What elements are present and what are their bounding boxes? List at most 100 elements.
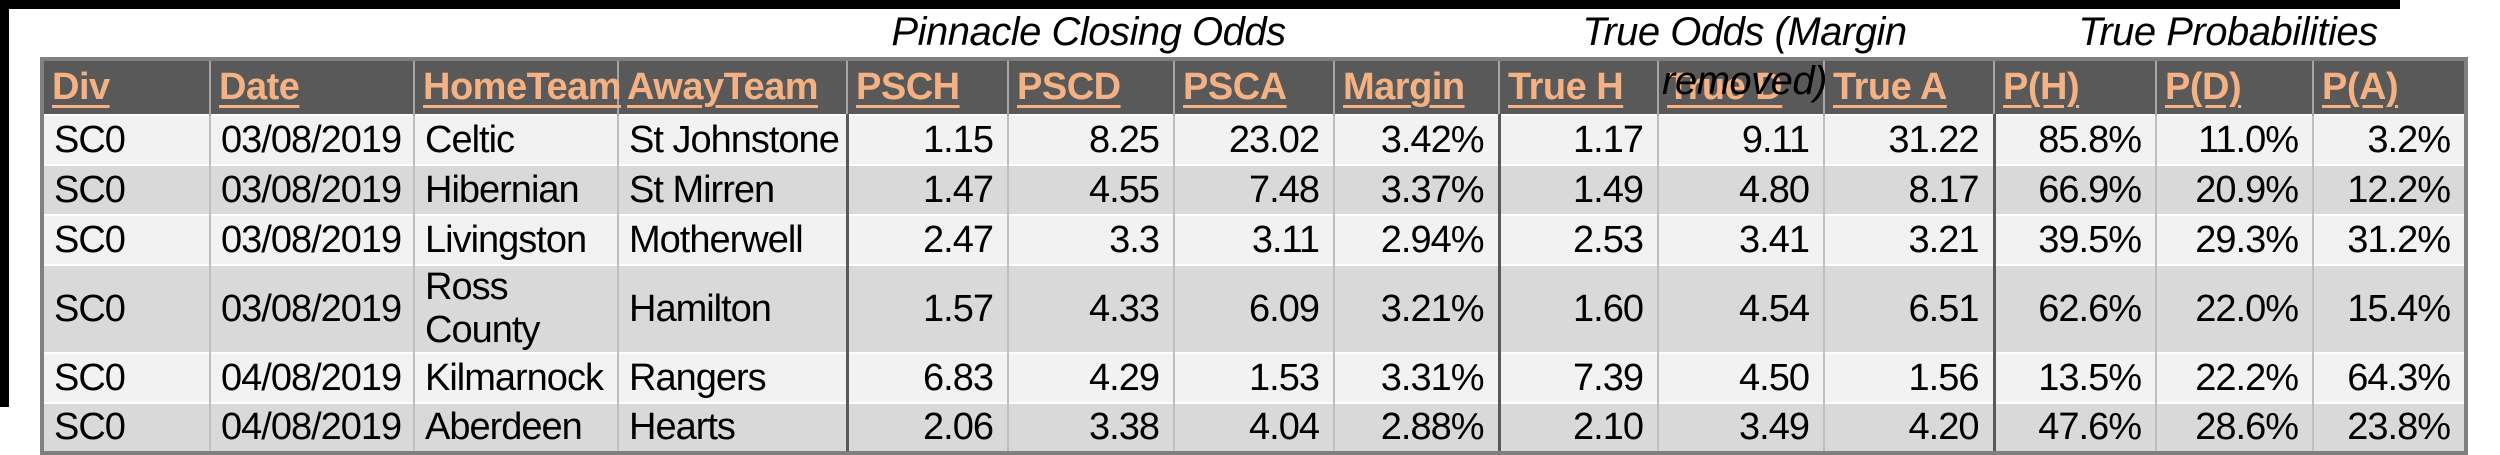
table-cell: 1.49 — [1497, 164, 1658, 215]
frame-top-border — [0, 0, 2400, 9]
table-cell: 13.5% — [1992, 352, 2156, 403]
table-cell: 04/08/2019 — [209, 352, 414, 403]
table-cell: 62.6% — [1992, 264, 2156, 353]
table-cell: 3.37% — [1333, 164, 1499, 215]
table-cell: 1.60 — [1497, 264, 1658, 353]
table-cell: 6.51 — [1823, 264, 1994, 353]
table-cell: 3.38 — [1007, 402, 1174, 453]
table-cell: 6.09 — [1173, 264, 1334, 353]
group-title-true-probabilities: True Probabilities — [2078, 10, 2378, 54]
table-cell: 3.42% — [1333, 114, 1499, 165]
table-row: SC0 03/08/2019 Celtic St Johnstone 1.15 8.25 2… — [42, 114, 2466, 165]
table-cell: 2.06 — [845, 402, 1008, 453]
frame-left-border — [0, 0, 9, 407]
table-cell: 22.0% — [2155, 264, 2313, 353]
table-cell: 1.56 — [1823, 352, 1994, 403]
table-cell: 31.22 — [1823, 114, 1994, 165]
column-header-pscd: PSCD — [1007, 59, 1174, 115]
group-title-true-odds: True Odds (Margin removed) — [1582, 10, 1907, 103]
table-cell: 23.02 — [1173, 114, 1334, 165]
table-row: SC0 03/08/2019 Hibernian St Mirren 1.47 4.55 7… — [42, 164, 2466, 215]
table-cell: 8.25 — [1007, 114, 1174, 165]
table-cell: 03/08/2019 — [209, 264, 414, 353]
table-cell: 85.8% — [1992, 114, 2156, 165]
table-cell: SC0 — [42, 264, 210, 353]
column-header-p-h: P(H) — [1993, 59, 2156, 115]
table-cell: Celtic — [413, 114, 618, 165]
table-cell: 4.55 — [1007, 164, 1174, 215]
table-cell: 2.53 — [1497, 214, 1658, 265]
table-cell: SC0 — [42, 402, 210, 453]
column-header-true-d: True D — [1657, 59, 1824, 115]
table-cell: 1.47 — [845, 164, 1008, 215]
column-header-margin: Margin — [1333, 59, 1499, 115]
table-cell: 7.48 — [1173, 164, 1334, 215]
table-cell: St Mirren — [617, 164, 847, 215]
table-cell: 1.53 — [1173, 352, 1334, 403]
table-cell: 29.3% — [2155, 214, 2313, 265]
table-cell: Hamilton — [617, 264, 847, 353]
table-row: SC0 03/08/2019 Livingston Motherwell 2.47 3.3… — [42, 214, 2466, 265]
table-cell: 23.8% — [2312, 402, 2466, 453]
table-cell: 31.2% — [2312, 214, 2466, 265]
table-cell: 47.6% — [1992, 402, 2156, 453]
table-cell: SC0 — [42, 114, 210, 165]
table-cell: 3.3 — [1007, 214, 1174, 265]
table-cell: 2.47 — [845, 214, 1008, 265]
table-cell: 22.2% — [2155, 352, 2313, 403]
table-cell: Hibernian — [413, 164, 618, 215]
group-title-pinnacle-closing-odds: Pinnacle Closing Odds — [891, 10, 1286, 54]
table-cell: 03/08/2019 — [209, 214, 414, 265]
header-row: Div Date HomeTeam AwayTeam PSCH PSCD PSC… — [42, 59, 2466, 115]
column-header-psch: PSCH — [846, 59, 1008, 115]
table-cell: 1.17 — [1497, 114, 1658, 165]
column-header-true-h: True H — [1498, 59, 1658, 115]
column-header-div: Div — [42, 59, 210, 115]
table-cell: Livingston — [413, 214, 618, 265]
table-cell: 3.2% — [2312, 114, 2466, 165]
column-header-awayteam: AwayTeam — [617, 59, 847, 115]
column-header-psca: PSCA — [1173, 59, 1334, 115]
table-cell: 03/08/2019 — [209, 164, 414, 215]
table-row: SC0 03/08/2019 Ross County Hamilton 1.57 4.33… — [42, 264, 2466, 353]
table-cell: 9.11 — [1657, 114, 1824, 165]
odds-sheet: Pinnacle Closing Odds True Odds (Margin … — [40, 8, 2468, 455]
table-cell: 20.9% — [2155, 164, 2313, 215]
table-cell: 2.88% — [1333, 402, 1499, 453]
table-cell: 2.94% — [1333, 214, 1499, 265]
odds-table: Div Date HomeTeam AwayTeam PSCH PSCD PSC… — [40, 57, 2468, 455]
table-cell: Motherwell — [617, 214, 847, 265]
table-cell: Rangers — [617, 352, 847, 403]
table-cell: SC0 — [42, 164, 210, 215]
table-cell: Ross County — [413, 264, 618, 353]
table-cell: 4.54 — [1657, 264, 1824, 353]
table-cell: 4.33 — [1007, 264, 1174, 353]
table-cell: 4.20 — [1823, 402, 1994, 453]
table-cell: Kilmarnock — [413, 352, 618, 403]
column-header-p-d: P(D) — [2155, 59, 2313, 115]
table-cell: 7.39 — [1497, 352, 1658, 403]
table-cell: 6.83 — [845, 352, 1008, 403]
group-title-row: Pinnacle Closing Odds True Odds (Margin … — [40, 8, 2464, 103]
table-cell: 04/08/2019 — [209, 402, 414, 453]
table-cell: 4.50 — [1657, 352, 1824, 403]
table-cell: SC0 — [42, 352, 210, 403]
table-cell: St Johnstone — [617, 114, 847, 165]
table-row: SC0 04/08/2019 Aberdeen Hearts 2.06 3.38 4.04 2… — [42, 402, 2466, 453]
table-cell: 3.21% — [1333, 264, 1499, 353]
table-cell: 15.4% — [2312, 264, 2466, 353]
table-cell: Hearts — [617, 402, 847, 453]
table-cell: 39.5% — [1992, 214, 2156, 265]
table-cell: 64.3% — [2312, 352, 2466, 403]
table-cell: 3.49 — [1657, 402, 1824, 453]
table-cell: 4.80 — [1657, 164, 1824, 215]
table-cell: 4.04 — [1173, 402, 1334, 453]
column-header-hometeam: HomeTeam — [413, 59, 622, 115]
table-cell: 03/08/2019 — [209, 114, 414, 165]
table-cell: 3.11 — [1173, 214, 1334, 265]
table-cell: 1.15 — [845, 114, 1008, 165]
table-cell: 11.0% — [2155, 114, 2313, 165]
table-cell: 3.31% — [1333, 352, 1499, 403]
table-body: SC0 03/08/2019 Celtic St Johnstone 1.15 8.25 2… — [42, 114, 2466, 453]
table-cell: 12.2% — [2312, 164, 2466, 215]
